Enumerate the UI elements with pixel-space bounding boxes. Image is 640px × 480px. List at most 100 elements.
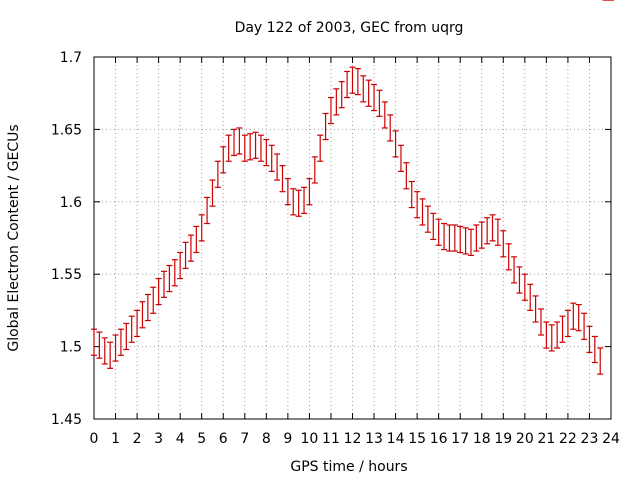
data-point [117,328,124,356]
data-point [284,178,291,206]
data-point [564,309,571,338]
data-point [467,228,474,256]
data-point [435,218,442,246]
x-tick-label: 7 [240,431,249,447]
data-point [241,134,248,162]
x-tick-label: 9 [283,431,292,447]
data-point [128,315,135,343]
y-tick-label: 1.7 [60,50,82,66]
data-point [446,224,453,252]
x-axis-label: GPS time / hours [290,459,407,475]
data-point [166,264,173,293]
data-point [559,315,566,343]
y-tick-label: 1.45 [51,412,82,428]
data-point [193,225,200,254]
data-point [182,241,189,270]
data-points [91,0,614,375]
data-point [257,134,264,162]
x-tick-label: 5 [197,431,206,447]
data-point [231,128,238,157]
x-tick-label: 16 [430,431,448,447]
data-point [134,309,141,338]
data-point [279,165,286,193]
data-point [430,212,437,241]
axis-ticks [93,56,612,420]
data-point [311,156,318,184]
data-point [101,337,108,365]
data-point [295,189,302,217]
x-tick-label: 19 [494,431,512,447]
data-point [581,312,588,340]
x-tick-label: 13 [365,431,383,447]
x-tick-label: 18 [473,431,491,447]
data-point [354,67,361,96]
y-tick-labels: 1.45 1.5 1.55 1.6 1.65 1.7 [51,50,82,428]
data-point [247,133,254,161]
data-point [225,134,232,162]
data-point [527,283,534,311]
data-point [516,266,523,294]
data-point [150,286,157,314]
data-point [489,214,496,242]
data-point [204,196,211,225]
data-point [338,81,345,109]
data-point [403,162,410,190]
data-point [505,243,512,271]
data-point [371,83,378,112]
data-point [177,251,184,280]
y-tick-label: 1.55 [51,267,82,283]
data-point [161,270,168,298]
chart-title: Day 122 of 2003, GEC from uqrg [235,20,464,36]
x-tick-label: 10 [301,431,319,447]
x-tick-label: 8 [262,431,271,447]
x-tick-label: 20 [516,431,534,447]
x-tick-label: 2 [133,431,142,447]
y-tick-label: 1.6 [60,195,82,211]
data-point [290,188,297,216]
data-point [317,134,324,162]
x-tick-label: 12 [344,431,362,447]
x-tick-label: 24 [602,431,620,447]
data-point [397,144,404,172]
data-point [521,273,528,301]
x-tick-label: 23 [581,431,599,447]
data-point [96,331,103,359]
x-tick-label: 17 [451,431,469,447]
data-point [365,79,372,107]
data-point [91,328,97,356]
data-point [494,218,501,246]
x-tick-label: 6 [219,431,228,447]
x-tick-labels: 0 1 2 3 4 5 6 7 8 9 10 11 12 13 14 15 16 17 18 19 20 21 22 23 24 [90,431,620,447]
data-point [570,302,577,330]
data-point [597,347,604,375]
y-axis-label: Global Electron Content / GECUs [6,124,22,351]
data-point [575,304,582,332]
data-point [349,66,356,94]
data-point [408,180,415,209]
data-point [376,89,383,117]
data-point [274,153,281,181]
x-tick-label: 21 [537,431,555,447]
x-tick-label: 3 [154,431,163,447]
data-point [123,322,130,351]
data-point [414,191,421,219]
data-point [457,225,464,254]
data-point [419,198,426,226]
data-point [112,334,119,362]
data-point [424,205,431,233]
data-point [209,179,216,207]
data-point [554,321,561,349]
x-tick-label: 15 [408,431,426,447]
data-point [392,130,399,158]
grid [94,57,611,419]
data-point [451,224,458,252]
data-point [252,131,259,159]
data-point [484,217,491,245]
data-point [381,101,388,129]
data-point [144,293,151,322]
data-point [387,114,394,142]
data-point [360,75,367,103]
x-tick-label: 11 [322,431,340,447]
data-point [532,295,539,323]
